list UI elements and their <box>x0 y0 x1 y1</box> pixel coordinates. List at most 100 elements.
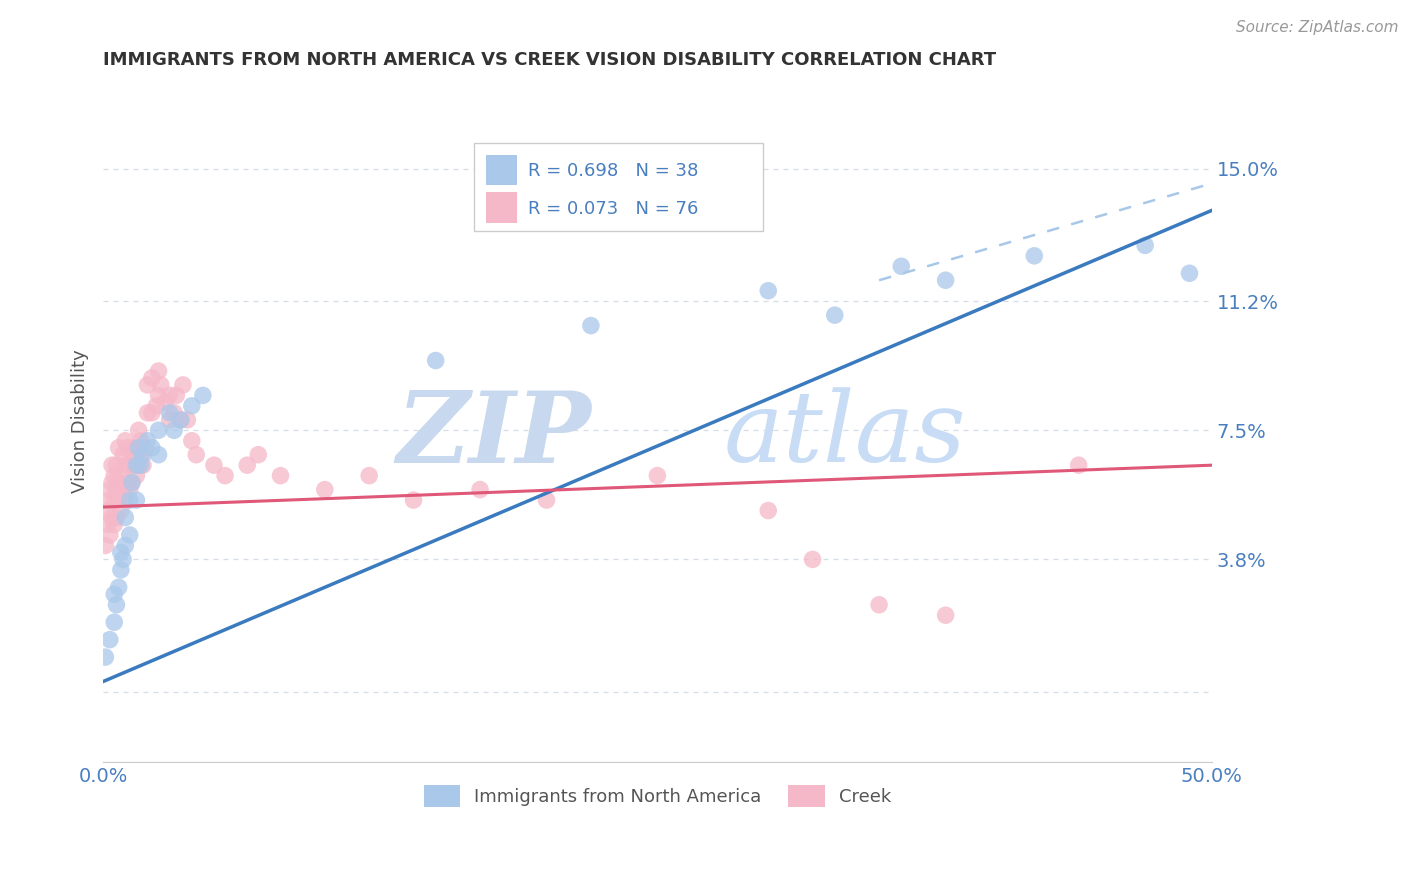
Point <box>128 441 150 455</box>
Point <box>98 632 121 647</box>
Point <box>141 371 163 385</box>
Point <box>110 468 132 483</box>
Point <box>107 475 129 490</box>
Point <box>110 503 132 517</box>
Point <box>141 406 163 420</box>
Point <box>94 650 117 665</box>
Point <box>121 475 143 490</box>
Point <box>103 615 125 630</box>
Point <box>247 448 270 462</box>
Point <box>180 399 202 413</box>
Point <box>824 308 846 322</box>
Point <box>214 468 236 483</box>
Point <box>125 468 148 483</box>
Y-axis label: Vision Disability: Vision Disability <box>72 350 89 493</box>
Point <box>117 475 139 490</box>
Point <box>129 458 152 472</box>
Point <box>468 483 491 497</box>
Point <box>122 441 145 455</box>
Point <box>191 388 214 402</box>
Point <box>125 493 148 508</box>
Point <box>172 378 194 392</box>
Point <box>159 388 181 402</box>
Point <box>159 406 181 420</box>
Point <box>125 458 148 472</box>
Point <box>159 413 181 427</box>
Point <box>269 468 291 483</box>
Point <box>149 378 172 392</box>
Point <box>170 413 193 427</box>
Point <box>125 441 148 455</box>
Point <box>148 364 170 378</box>
Point <box>935 608 957 623</box>
Point <box>101 475 124 490</box>
Point <box>180 434 202 448</box>
Point <box>236 458 259 472</box>
Point <box>121 475 143 490</box>
Point <box>170 413 193 427</box>
Point <box>186 448 208 462</box>
Point <box>134 441 156 455</box>
Point <box>114 510 136 524</box>
Point <box>155 395 177 409</box>
Point <box>165 388 187 402</box>
Point <box>536 493 558 508</box>
Point <box>128 423 150 437</box>
Point <box>118 493 141 508</box>
Point <box>94 538 117 552</box>
Point <box>1024 249 1046 263</box>
Point <box>107 441 129 455</box>
FancyBboxPatch shape <box>485 155 516 186</box>
Point <box>118 528 141 542</box>
Point <box>105 483 128 497</box>
Text: IMMIGRANTS FROM NORTH AMERICA VS CREEK VISION DISABILITY CORRELATION CHART: IMMIGRANTS FROM NORTH AMERICA VS CREEK V… <box>103 51 997 69</box>
Point <box>647 468 669 483</box>
Point <box>136 434 159 448</box>
FancyBboxPatch shape <box>485 193 516 223</box>
Point <box>402 493 425 508</box>
Point <box>103 468 125 483</box>
Point <box>1133 238 1156 252</box>
Point <box>110 563 132 577</box>
Point <box>868 598 890 612</box>
Point <box>105 598 128 612</box>
Point <box>132 448 155 462</box>
Point <box>132 458 155 472</box>
Point <box>713 214 735 228</box>
FancyBboxPatch shape <box>474 143 762 231</box>
Point <box>141 441 163 455</box>
Point <box>118 483 141 497</box>
Point <box>114 538 136 552</box>
Point <box>98 528 121 542</box>
Point <box>98 493 121 508</box>
Point <box>163 406 186 420</box>
Point <box>579 318 602 333</box>
Point <box>202 458 225 472</box>
Point <box>136 378 159 392</box>
Point <box>148 423 170 437</box>
Point <box>105 458 128 472</box>
Point <box>935 273 957 287</box>
Point <box>425 353 447 368</box>
Point <box>801 552 824 566</box>
Point <box>107 580 129 594</box>
Text: Source: ZipAtlas.com: Source: ZipAtlas.com <box>1236 20 1399 35</box>
Point <box>1067 458 1090 472</box>
Point <box>112 552 135 566</box>
Point <box>103 587 125 601</box>
Point <box>359 468 381 483</box>
Point <box>121 448 143 462</box>
Point <box>128 458 150 472</box>
Point <box>129 448 152 462</box>
Legend: Immigrants from North America, Creek: Immigrants from North America, Creek <box>416 778 898 814</box>
Point <box>103 493 125 508</box>
Point <box>97 503 120 517</box>
Point <box>136 406 159 420</box>
Point <box>112 483 135 497</box>
Point <box>112 448 135 462</box>
Point <box>114 458 136 472</box>
Point <box>1178 266 1201 280</box>
Point <box>107 493 129 508</box>
Point <box>122 458 145 472</box>
Point <box>176 413 198 427</box>
